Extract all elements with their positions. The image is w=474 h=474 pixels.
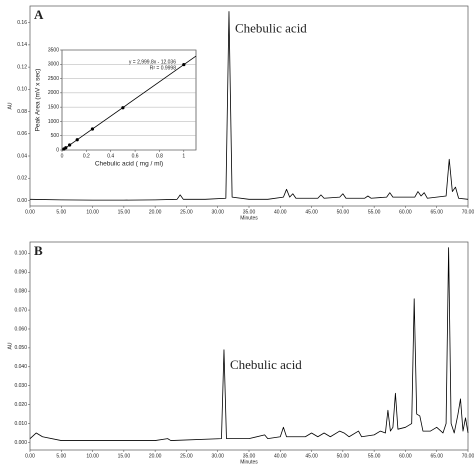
y-tick-label: 1500 (48, 104, 59, 110)
x-tick-label: 5.00 (56, 209, 66, 215)
x-tick-label: 30.00 (211, 453, 224, 459)
x-tick-label: 0.00 (25, 453, 35, 459)
y-axis-label: Peak Area (mV x sec) (35, 69, 42, 132)
x-tick-label: 0.4 (107, 153, 114, 159)
y-tick-label: 0.100 (14, 251, 27, 257)
y-tick-label: 0.02 (17, 176, 27, 182)
peak-annotation: Chebulic acid (235, 21, 307, 36)
data-point (64, 146, 68, 150)
chart-panel: 0.000 0.010 0.020 0.030 0.040 0.050 0.060 0.070… (7, 241, 474, 465)
y-tick-label: 0.050 (14, 345, 27, 351)
data-point (90, 127, 95, 131)
peak-annotation: Chebulic acid (230, 357, 302, 372)
x-tick-label: 1 (182, 153, 185, 159)
x-axis-label: Chebulic acid ( mg / ml) (95, 161, 163, 168)
x-tick-label: 0.2 (83, 153, 90, 159)
trendline (61, 55, 197, 151)
x-tick-label: 25.00 (180, 453, 193, 459)
y-tick-label: 500 (51, 133, 60, 139)
x-tick-label: 55.00 (368, 453, 381, 459)
chromatogram-line (29, 11, 469, 201)
x-tick-label: 0 (61, 153, 64, 159)
chart-panel: 0.00 0.02 0.04 0.06 0.08 0.10 0.12 0.14 0.16 0.00… (7, 5, 474, 221)
y-tick-label: 0.070 (14, 307, 27, 313)
x-tick-label: 10.00 (86, 453, 99, 459)
x-tick-label: 30.00 (211, 209, 224, 215)
y-tick-label: 0.00 (17, 198, 27, 204)
x-tick-label: 65.00 (430, 453, 443, 459)
y-tick-label: 2500 (48, 76, 59, 82)
data-point (75, 138, 79, 142)
y-tick-label: 0.06 (17, 131, 27, 137)
y-tick-label: 0.040 (14, 364, 27, 370)
y-tick-label: 0.08 (17, 109, 27, 115)
y-tick-label: 3500 (48, 47, 59, 53)
x-axis-label: Minutes (240, 215, 258, 221)
x-tick-label: 50.00 (337, 453, 350, 459)
x-tick-label: 60.00 (399, 209, 412, 215)
x-tick-label: 60.00 (399, 453, 412, 459)
chart-panel: 0 500 1000 1500 2000 2500 3000 3500 0 0.2 0.4 0.6 0.… (32, 46, 206, 174)
x-tick-label: 40.00 (274, 209, 287, 215)
data-point (182, 62, 186, 67)
x-tick-label: 5.00 (56, 453, 66, 459)
y-tick-label: 0.020 (14, 402, 27, 408)
x-tick-label: 35.00 (243, 453, 256, 459)
panel-label: B (34, 243, 43, 258)
y-axis-label: AU (7, 102, 13, 109)
x-tick-label: 50.00 (337, 209, 350, 215)
y-tick-label: 3000 (48, 62, 59, 68)
y-tick-label: 0.14 (17, 42, 27, 48)
y-tick-label: 0.030 (14, 383, 27, 389)
y-tick-label: 2000 (48, 90, 59, 96)
data-point (68, 143, 72, 147)
y-tick-label: 0 (56, 147, 59, 153)
y-axis-label: AU (7, 342, 13, 349)
equation: R² = 0.9998 (150, 65, 176, 71)
x-tick-label: 0.00 (25, 209, 35, 215)
x-tick-label: 45.00 (305, 209, 318, 215)
data-point (121, 106, 125, 110)
panel-label: A (34, 7, 44, 22)
y-tick-label: 0.10 (17, 87, 27, 93)
x-tick-label: 65.00 (430, 209, 443, 215)
x-tick-label: 55.00 (368, 209, 381, 215)
x-axis-label: Minutes (240, 459, 258, 465)
x-tick-label: 15.00 (118, 453, 131, 459)
x-tick-label: 25.00 (180, 209, 193, 215)
y-tick-label: 0.12 (17, 64, 27, 70)
y-tick-label: 0.010 (14, 421, 27, 427)
x-tick-label: 10.00 (86, 209, 99, 215)
y-tick-label: 0.04 (17, 153, 27, 159)
x-tick-label: 45.00 (305, 453, 318, 459)
y-tick-label: 0.080 (14, 288, 27, 294)
y-tick-label: 0.000 (14, 440, 27, 446)
y-tick-label: 0.090 (14, 270, 27, 276)
x-tick-label: 20.00 (149, 209, 162, 215)
y-tick-label: 1000 (48, 119, 59, 125)
equation: y = 2,999.8x - 12.036 (129, 59, 176, 65)
x-tick-label: 35.00 (243, 209, 256, 215)
x-tick-label: 70.00 (462, 453, 474, 459)
x-tick-label: 0.8 (156, 153, 163, 159)
y-tick-label: 0.060 (14, 326, 27, 332)
chromatogram-line (29, 247, 469, 441)
x-tick-label: 70.00 (462, 209, 474, 215)
x-tick-label: 40.00 (274, 453, 287, 459)
plot-frame (29, 241, 469, 451)
y-tick-label: 0.16 (17, 20, 27, 26)
x-tick-label: 20.00 (149, 453, 162, 459)
x-tick-label: 15.00 (118, 209, 131, 215)
x-tick-label: 0.6 (132, 153, 139, 159)
